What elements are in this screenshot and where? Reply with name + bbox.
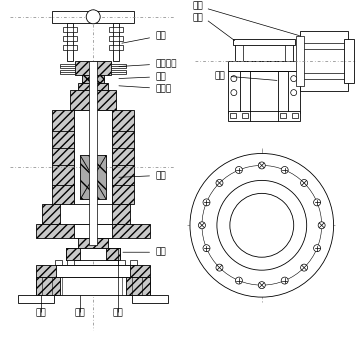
Bar [344, 39, 354, 83]
Circle shape [318, 222, 325, 229]
Bar [82, 75, 104, 83]
Circle shape [281, 166, 288, 174]
Bar [109, 36, 123, 41]
Bar [228, 110, 300, 120]
Bar [60, 70, 75, 74]
Bar [63, 45, 77, 50]
Bar [111, 64, 126, 68]
Bar [36, 224, 150, 238]
Bar [70, 90, 116, 109]
Bar [235, 41, 293, 61]
Bar [112, 109, 134, 204]
Circle shape [230, 193, 294, 257]
Circle shape [258, 162, 265, 169]
Bar [89, 61, 97, 245]
Bar [244, 249, 280, 257]
Bar [36, 277, 150, 295]
Text: 密封圈: 密封圈 [119, 84, 171, 93]
Bar [66, 248, 120, 260]
Circle shape [203, 199, 210, 206]
Bar [56, 265, 130, 277]
Bar [60, 64, 75, 68]
Bar [113, 23, 119, 61]
Circle shape [217, 180, 307, 270]
Text: 压盖: 压盖 [123, 248, 166, 257]
Bar [280, 113, 286, 118]
Bar [118, 260, 125, 265]
Circle shape [291, 90, 297, 96]
Circle shape [216, 264, 223, 271]
Bar [292, 113, 298, 118]
Circle shape [216, 179, 223, 187]
Text: 蝶板: 蝶板 [119, 171, 166, 180]
Bar [66, 248, 80, 260]
Bar [285, 45, 293, 61]
Circle shape [198, 222, 205, 229]
Bar [74, 109, 112, 204]
Text: 支座: 支座 [193, 14, 204, 23]
Circle shape [231, 76, 237, 82]
Bar [80, 155, 106, 199]
Bar [67, 23, 73, 61]
Bar [235, 45, 243, 61]
Bar [300, 31, 347, 91]
Bar [78, 83, 108, 90]
Text: 填料: 填料 [119, 72, 166, 81]
Bar [132, 295, 168, 303]
Bar [126, 277, 150, 295]
Bar [244, 193, 280, 201]
Bar [52, 11, 134, 23]
Bar [296, 36, 304, 86]
Bar [63, 36, 77, 41]
Bar [230, 113, 236, 118]
Bar [63, 27, 77, 32]
Bar [288, 71, 300, 113]
Circle shape [235, 277, 242, 284]
Bar [106, 248, 120, 260]
Circle shape [86, 10, 100, 24]
Bar [42, 204, 60, 224]
Bar [52, 109, 74, 204]
Circle shape [190, 153, 334, 297]
Bar [36, 265, 150, 277]
Bar [233, 39, 295, 45]
Bar [36, 277, 60, 295]
Circle shape [314, 245, 321, 252]
Bar [55, 260, 62, 265]
Text: 支架: 支架 [215, 71, 277, 80]
Text: 填料压盖: 填料压盖 [119, 59, 177, 68]
Circle shape [258, 282, 265, 288]
Circle shape [281, 277, 288, 284]
Text: 阀体: 阀体 [75, 308, 85, 317]
Bar [78, 238, 108, 248]
Bar [75, 61, 111, 75]
Circle shape [291, 76, 297, 82]
Circle shape [203, 245, 210, 252]
Circle shape [202, 165, 322, 285]
Bar [228, 71, 240, 113]
Text: 端盖: 端盖 [36, 308, 47, 317]
Bar [109, 27, 123, 32]
Bar [257, 197, 267, 253]
Circle shape [231, 90, 237, 96]
Bar [242, 113, 248, 118]
Bar [109, 45, 123, 50]
Bar [111, 70, 126, 74]
Bar [228, 61, 300, 71]
Bar [67, 260, 74, 265]
Bar [19, 295, 54, 303]
Circle shape [235, 166, 242, 174]
Bar [130, 260, 137, 265]
Text: 螺柱: 螺柱 [122, 31, 166, 43]
Circle shape [300, 179, 308, 187]
Circle shape [300, 264, 308, 271]
Bar [112, 204, 130, 224]
Circle shape [314, 199, 321, 206]
Text: 阀杆: 阀杆 [113, 308, 124, 317]
Bar [74, 224, 112, 238]
Text: 气缸: 气缸 [193, 2, 204, 11]
